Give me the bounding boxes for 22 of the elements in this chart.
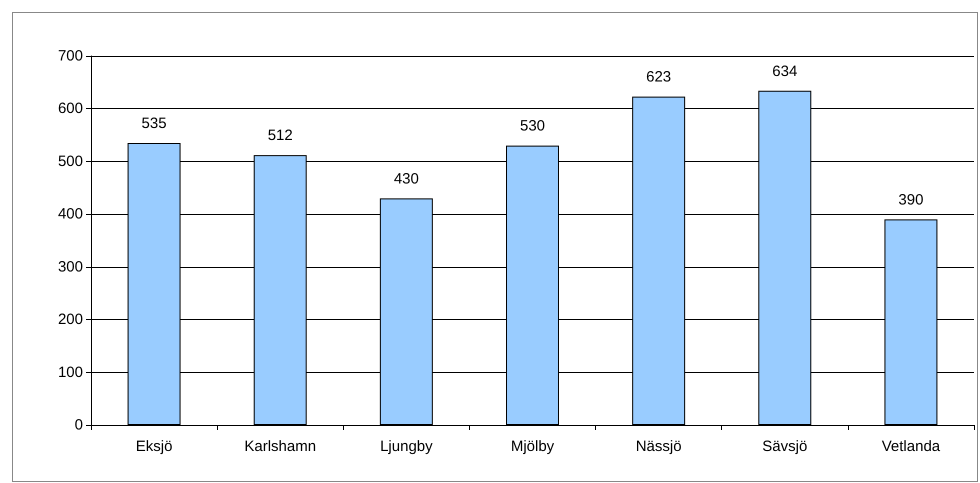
y-tick-label: 400 bbox=[58, 206, 83, 223]
x-tick-label: Karlshamn bbox=[244, 438, 316, 455]
x-tick-label: Ljungby bbox=[380, 438, 434, 455]
y-tick-label: 200 bbox=[58, 311, 83, 328]
data-label: 535 bbox=[142, 114, 167, 132]
y-tick-label: 500 bbox=[58, 152, 83, 170]
x-tick-label: Eksjö bbox=[136, 438, 172, 455]
y-tick-label: 0 bbox=[74, 416, 83, 434]
data-label: 430 bbox=[394, 170, 419, 188]
x-tick-label: Mjölby bbox=[510, 438, 555, 455]
x-tick-label: Nässjö bbox=[636, 438, 682, 455]
data-label: 623 bbox=[646, 68, 672, 86]
x-tick-label: Vetlanda bbox=[882, 438, 941, 455]
y-tick-label: 100 bbox=[58, 364, 83, 381]
y-tick-label: 600 bbox=[58, 100, 83, 118]
data-label: 530 bbox=[520, 118, 546, 135]
data-label: 634 bbox=[772, 62, 798, 80]
x-tick-label: Sävsjö bbox=[762, 438, 808, 455]
data-label: 390 bbox=[898, 191, 924, 208]
y-tick-label: 300 bbox=[58, 258, 83, 276]
data-label: 512 bbox=[268, 127, 293, 144]
y-tick-label: 700 bbox=[58, 48, 83, 64]
